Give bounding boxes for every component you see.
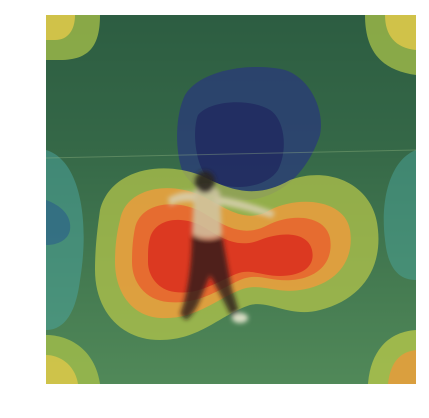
person-head (195, 171, 215, 193)
heatmap-corner-top-left-core (46, 15, 75, 40)
person-arm-left (168, 191, 198, 206)
heatmap-region-left (46, 150, 84, 330)
heatmap-region-right (383, 150, 416, 280)
person-shoe (232, 313, 248, 323)
person-torso (192, 185, 222, 239)
person-figure (168, 171, 275, 323)
heatmap-region-red-core (148, 219, 313, 293)
heatmap-corner-bottom-left-core (46, 355, 78, 384)
heatmap-corner-top-right-core (385, 15, 416, 50)
heatmap-region-left-dark (46, 200, 71, 245)
person-legs (180, 234, 240, 320)
heatmap-corner-bottom-right-core (388, 350, 416, 384)
person-arm-right (214, 196, 275, 218)
field-line (46, 149, 416, 159)
heatmap-region-darkest (195, 102, 284, 188)
